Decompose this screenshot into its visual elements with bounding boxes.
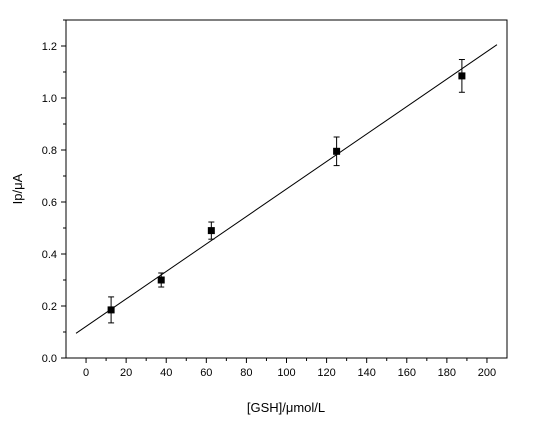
data-point (333, 147, 341, 155)
x-tick-label: 160 (398, 367, 416, 379)
fit-line (75, 44, 498, 334)
y-tick-label: 0.6 (42, 197, 57, 209)
y-tick-label: 0.8 (42, 145, 57, 157)
x-tick-label: 200 (478, 367, 496, 379)
x-tick-label: 40 (160, 367, 172, 379)
x-tick-label: 120 (317, 367, 335, 379)
data-point (458, 72, 466, 80)
x-tick-label: 60 (200, 367, 212, 379)
y-axis-ticks: 0.0 0.2 0.4 0.6 0.8 1.0 1.2 (42, 19, 66, 365)
y-tick-label: 0.0 (42, 353, 57, 365)
y-tick-label: 1.0 (42, 93, 57, 105)
y-axis-title: Ip/μA (10, 173, 25, 204)
x-tick-label: 20 (120, 367, 132, 379)
y-tick-label: 0.4 (42, 249, 57, 261)
data-point (107, 306, 115, 314)
x-axis-title: [GSH]/μmol/L (247, 400, 325, 415)
x-tick-label: 140 (358, 367, 376, 379)
y-tick-label: 0.2 (42, 301, 57, 313)
x-tick-label: 180 (438, 367, 456, 379)
x-axis-ticks: 0 20 40 60 80 100 120 140 160 180 200 (83, 358, 496, 379)
data-points (107, 59, 466, 324)
data-point (207, 227, 215, 235)
data-point (157, 276, 165, 284)
x-tick-label: 100 (277, 367, 295, 379)
x-tick-label: 80 (240, 367, 252, 379)
x-tick-label: 0 (83, 367, 89, 379)
fit-line-group (75, 44, 498, 334)
y-tick-label: 1.2 (42, 41, 57, 53)
